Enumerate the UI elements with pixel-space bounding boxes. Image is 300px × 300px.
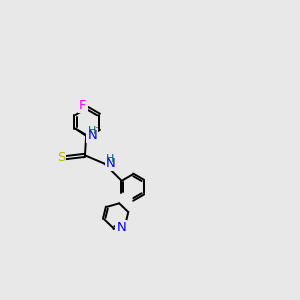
Text: F: F bbox=[79, 99, 87, 112]
Text: N: N bbox=[106, 157, 116, 170]
Text: H: H bbox=[88, 126, 96, 136]
Text: H: H bbox=[106, 154, 114, 164]
Text: S: S bbox=[57, 151, 65, 164]
Text: N: N bbox=[87, 129, 97, 142]
Text: N: N bbox=[116, 221, 126, 234]
